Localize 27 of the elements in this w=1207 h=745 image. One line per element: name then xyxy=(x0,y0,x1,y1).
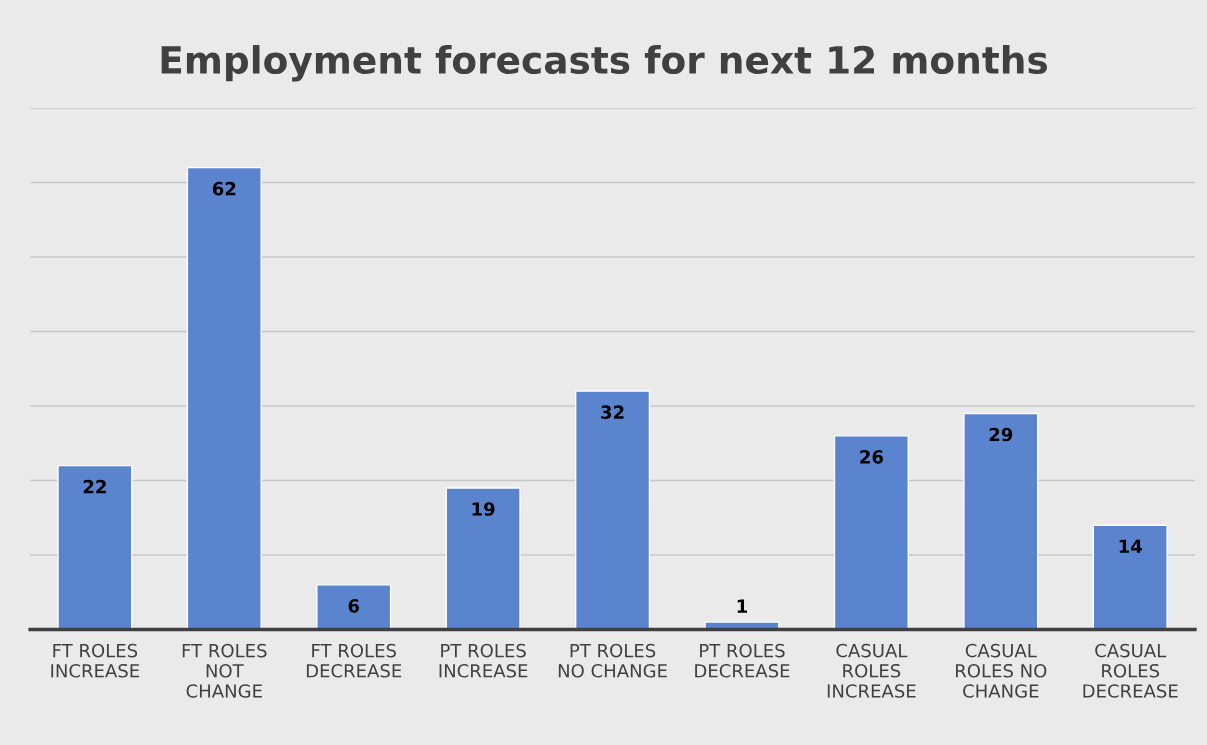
x-tick-label: FT ROLES INCREASE xyxy=(51,643,140,678)
bar xyxy=(963,412,1039,630)
x-tick-label: FT ROLES NOT CHANGE xyxy=(182,643,267,698)
data-label: 19 xyxy=(472,502,495,516)
data-label: 6 xyxy=(348,599,360,613)
bar xyxy=(1092,524,1168,630)
data-label: 14 xyxy=(1119,539,1142,553)
bar xyxy=(833,435,909,630)
data-label: 22 xyxy=(83,479,106,494)
x-tick-label: CASUAL ROLES DECREASE xyxy=(1083,643,1178,698)
x-tick-label: PT ROLES INCREASE xyxy=(439,643,528,678)
x-tick-label: CASUAL ROLES NO CHANGE xyxy=(956,643,1047,698)
data-label: 62 xyxy=(212,181,236,196)
data-label: 29 xyxy=(989,427,1013,442)
chart-title: Employment forecasts for next 12 months xyxy=(161,45,1048,82)
bar xyxy=(445,487,521,630)
bar xyxy=(57,464,133,630)
x-tick-label: CASUAL ROLES INCREASE xyxy=(827,643,916,698)
data-label: 26 xyxy=(860,450,883,464)
data-label: 1 xyxy=(737,599,748,613)
bar xyxy=(574,390,651,630)
data-label: 32 xyxy=(601,405,624,419)
bar xyxy=(186,166,262,630)
x-tick-label: PT ROLES DECREASE xyxy=(695,643,790,678)
x-tick-label: PT ROLES NO CHANGE xyxy=(558,643,667,678)
bar xyxy=(316,584,392,630)
x-tick-label: FT ROLES DECREASE xyxy=(306,643,402,678)
